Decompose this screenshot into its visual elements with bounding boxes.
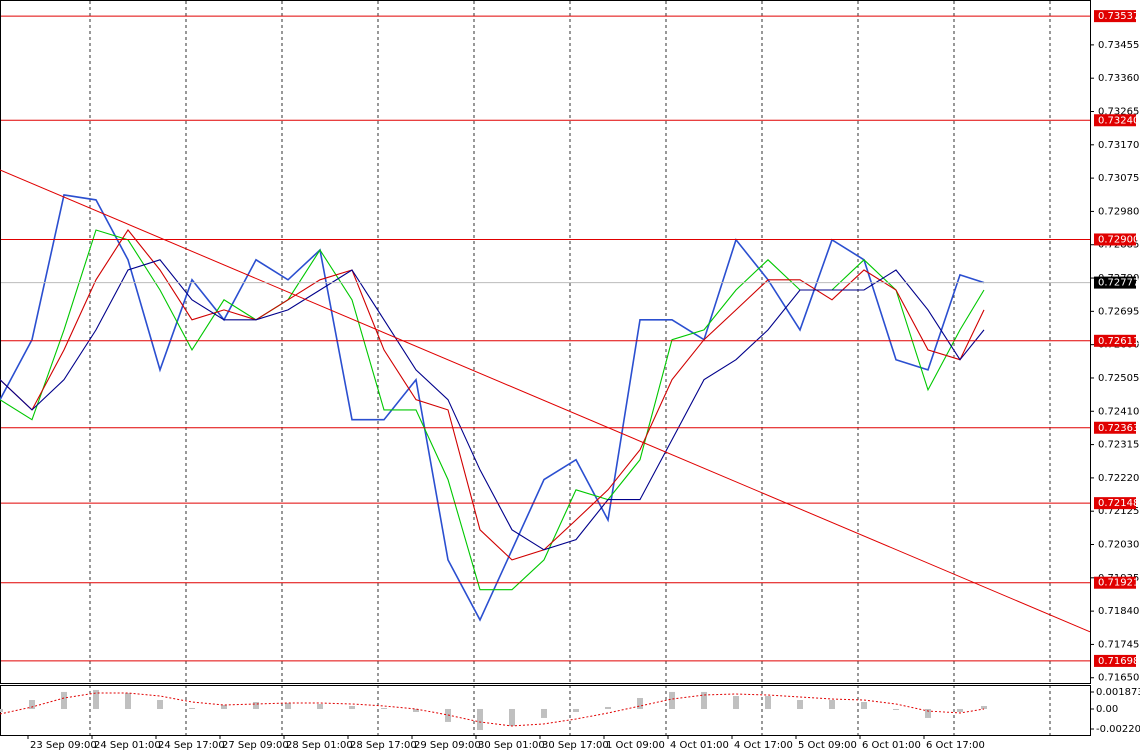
y-tick-label: 0.71840 — [1098, 606, 1139, 617]
trendline — [0, 169, 1091, 633]
level-label-box — [1094, 334, 1136, 347]
x-tick-label: 30 Sep 01:00 — [478, 740, 545, 751]
x-tick-label: 27 Sep 09:00 — [222, 740, 289, 751]
y-tick-label: 0.72220 — [1098, 473, 1139, 484]
x-tick-label: 30 Sep 17:00 — [542, 740, 609, 751]
histogram-bar — [765, 696, 771, 709]
histogram-bar — [0, 708, 3, 712]
y-tick-label: 0.71650 — [1098, 673, 1139, 684]
y-tick-label: 0.00 — [1096, 704, 1118, 715]
moving-average — [0, 229, 985, 561]
histogram-bar — [797, 700, 803, 709]
x-tick-label: 28 Sep 01:00 — [286, 740, 353, 751]
histogram-bar — [477, 708, 483, 731]
histogram-bar — [669, 691, 675, 709]
histogram-bar — [349, 705, 355, 709]
histogram-bar — [981, 705, 987, 709]
y-tick-label: 0.73360 — [1098, 73, 1139, 84]
histogram-bar — [509, 708, 515, 727]
y-tick-label: 0.73265 — [1098, 106, 1139, 117]
y-tick-label: 0.73170 — [1098, 140, 1139, 151]
y-tick-label: 0.72980 — [1098, 206, 1139, 217]
y-tick-label: -0.002207 — [1096, 724, 1140, 735]
level-label-box — [1094, 114, 1136, 127]
x-tick-label: 28 Sep 17:00 — [350, 740, 417, 751]
histogram-bar — [61, 691, 67, 709]
moving-average — [0, 259, 985, 551]
histogram-bar — [541, 708, 547, 718]
histogram-bar — [317, 703, 323, 709]
level-label-box — [1094, 10, 1136, 23]
level-label: 0.72900 — [1098, 234, 1139, 245]
histogram-bar — [381, 707, 387, 709]
histogram-bar — [829, 700, 835, 709]
histogram-bar — [733, 696, 739, 709]
level-label: 0.72611 — [1098, 336, 1139, 347]
histogram-bar — [637, 698, 643, 709]
y-tick-label: 0.72505 — [1098, 373, 1139, 384]
histogram-bar — [125, 693, 131, 709]
histogram-bar — [93, 689, 99, 709]
level-label: 0.72148 — [1098, 498, 1139, 509]
y-tick-label: 0.72315 — [1098, 440, 1139, 451]
x-tick-label: 4 Oct 17:00 — [734, 740, 793, 751]
level-label-box — [1094, 421, 1136, 434]
main-panel — [0, 0, 1091, 684]
x-tick-label: 23 Sep 09:00 — [30, 740, 97, 751]
histogram-bar — [157, 700, 163, 709]
x-tick-label: 24 Sep 01:00 — [94, 740, 161, 751]
signal-line — [0, 692, 985, 727]
x-tick-label: 6 Oct 01:00 — [862, 740, 921, 751]
histogram-bar — [29, 700, 35, 709]
y-tick-label: 0.72410 — [1098, 406, 1139, 417]
level-label: 0.73240 — [1098, 115, 1139, 126]
x-tick-label: 6 Oct 17:00 — [926, 740, 985, 751]
histogram-bar — [189, 707, 195, 709]
x-tick-label: 5 Oct 09:00 — [798, 740, 857, 751]
x-tick-label: 1 Oct 09:00 — [606, 740, 665, 751]
histogram-bar — [957, 708, 963, 712]
level-label-box — [1094, 497, 1136, 510]
level-label-box — [1094, 654, 1136, 667]
level-label-box — [1094, 576, 1136, 589]
level-label-box — [1094, 233, 1136, 246]
x-tick-label: 29 Sep 09:00 — [414, 740, 481, 751]
histogram-bar — [413, 708, 419, 712]
y-tick-label: 0.72695 — [1098, 306, 1139, 317]
histogram-bar — [573, 708, 579, 712]
current-price-box — [1094, 276, 1136, 289]
histogram-bar — [285, 703, 291, 709]
level-label: 0.72363 — [1098, 423, 1139, 434]
x-tick-label: 24 Sep 17:00 — [158, 740, 225, 751]
level-label: 0.71698 — [1098, 656, 1139, 667]
histogram-bar — [221, 704, 227, 709]
y-tick-label: 0.71745 — [1098, 639, 1139, 650]
y-tick-label: 0.73455 — [1098, 40, 1139, 51]
histogram-bar — [925, 708, 931, 718]
current-price-label: 0.72777 — [1098, 278, 1139, 289]
y-tick-label: 0.72030 — [1098, 540, 1139, 551]
histogram-bar — [253, 702, 259, 709]
y-tick-label: 0.73075 — [1098, 173, 1139, 184]
price-line — [0, 193, 985, 622]
histogram-bar — [701, 691, 707, 709]
level-label: 0.73537 — [1098, 11, 1139, 22]
histogram-bar — [861, 702, 867, 709]
histogram-bar — [893, 708, 899, 710]
x-tick-label: 4 Oct 01:00 — [670, 740, 729, 751]
histogram-bar — [605, 706, 611, 709]
level-label: 0.71921 — [1098, 578, 1139, 589]
y-tick-label: 0.001873 — [1096, 687, 1140, 698]
y-tick-label: 0.72125 — [1098, 506, 1139, 517]
